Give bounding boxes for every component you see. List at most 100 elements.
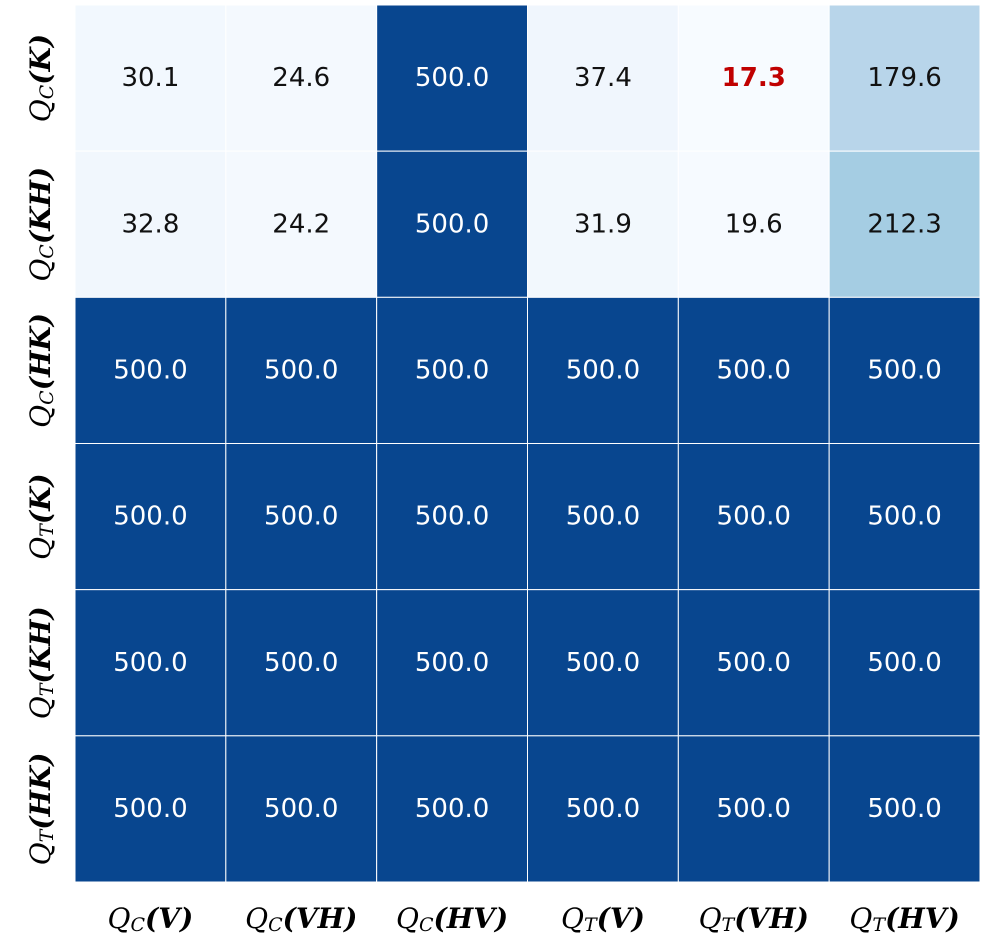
cell-label: 500.0 <box>113 355 187 385</box>
tick-label: QT(V) <box>561 902 645 937</box>
cell-label: 500.0 <box>113 502 187 532</box>
cell-label: 500.0 <box>717 648 791 678</box>
cell <box>677 589 830 737</box>
tick-label: QT(HK) <box>24 752 59 865</box>
label-sub: T <box>36 682 58 696</box>
cell-label: 500.0 <box>415 648 489 678</box>
cell-label: 500.0 <box>717 502 791 532</box>
cell-label: 212.3 <box>867 209 941 239</box>
cell <box>828 4 981 152</box>
cell <box>677 4 830 152</box>
cell-label: 500.0 <box>566 502 640 532</box>
cell-label: 500.0 <box>415 209 489 239</box>
label-arg: (VH) <box>734 902 809 935</box>
cell-label: 32.8 <box>121 209 179 239</box>
label-sub: T <box>584 914 598 936</box>
tick-label: QT(KH) <box>24 606 59 719</box>
tick-label: QC(HV) <box>396 902 508 937</box>
label-base: Q <box>24 696 57 719</box>
cell <box>74 443 227 591</box>
cell-label: 37.4 <box>574 63 632 93</box>
cell-label: 500.0 <box>415 502 489 532</box>
label-base: Q <box>849 902 872 935</box>
cell-label: 19.6 <box>725 209 783 239</box>
tick-label: QC(V) <box>108 902 194 937</box>
label-base: Q <box>699 902 722 935</box>
cell <box>828 735 981 883</box>
cell <box>527 4 679 152</box>
label-arg: (V) <box>597 902 645 935</box>
cell <box>527 443 679 591</box>
cell <box>225 4 378 152</box>
cell <box>74 735 227 883</box>
label-arg: (K) <box>24 34 57 85</box>
cell-label: 500.0 <box>113 794 187 824</box>
cell <box>225 443 378 591</box>
label-arg: (HK) <box>24 313 57 390</box>
cell <box>376 296 528 445</box>
cell <box>527 150 679 298</box>
cell <box>376 443 528 591</box>
cell-label: 500.0 <box>264 355 338 385</box>
cell <box>527 296 679 445</box>
tick-label: QT(VH) <box>699 902 809 937</box>
cell-label: 500.0 <box>264 502 338 532</box>
cell <box>74 150 227 298</box>
label-arg: (HV) <box>885 902 960 935</box>
cell <box>74 296 227 445</box>
label-arg: (HV) <box>433 902 508 935</box>
cell-label: 500.0 <box>867 794 941 824</box>
cell <box>677 735 830 883</box>
label-sub: C <box>268 914 283 936</box>
cell-label: 24.2 <box>272 209 330 239</box>
cell <box>527 589 679 737</box>
label-sub: C <box>36 244 58 259</box>
label-sub: T <box>872 914 886 936</box>
label-arg: (VH) <box>283 902 358 935</box>
label-sub: C <box>131 914 146 936</box>
cell <box>677 443 830 591</box>
cell-label: 30.1 <box>121 63 179 93</box>
cell-label: 500.0 <box>264 794 338 824</box>
cell <box>376 4 528 152</box>
cell-label: 500.0 <box>566 794 640 824</box>
cell <box>527 735 679 883</box>
label-base: Q <box>24 99 57 122</box>
cell <box>225 296 378 445</box>
cell <box>828 150 981 298</box>
cell-label: 500.0 <box>566 355 640 385</box>
cell <box>828 589 981 737</box>
label-arg: (V) <box>145 902 193 935</box>
cell <box>828 296 981 445</box>
label-sub: T <box>36 523 58 537</box>
label-base: Q <box>24 259 57 282</box>
label-sub: C <box>36 84 58 99</box>
tick-label: QT(K) <box>24 473 59 560</box>
cell-label: 24.6 <box>272 63 330 93</box>
label-base: Q <box>561 902 584 935</box>
label-base: Q <box>24 842 57 865</box>
label-arg: (K) <box>24 473 57 524</box>
cell-label: 500.0 <box>717 794 791 824</box>
tick-label: QT(HV) <box>849 902 959 937</box>
cell-label: 500.0 <box>415 794 489 824</box>
cell <box>376 589 528 737</box>
tick-label: QC(KH) <box>24 167 59 282</box>
cell-label: 500.0 <box>415 355 489 385</box>
label-sub: T <box>722 914 736 936</box>
label-sub: C <box>36 390 58 405</box>
cell-label: 31.9 <box>574 209 632 239</box>
cell <box>828 443 981 591</box>
cell-label: 500.0 <box>415 63 489 93</box>
tick-label: QC(K) <box>24 34 59 122</box>
tick-label: QC(VH) <box>245 902 357 937</box>
label-base: Q <box>245 902 268 935</box>
cell-label: 500.0 <box>113 648 187 678</box>
cell-label: 500.0 <box>566 648 640 678</box>
cell-label: 17.3 <box>722 63 786 93</box>
cell-label: 500.0 <box>867 648 941 678</box>
cell-label: 500.0 <box>264 648 338 678</box>
cell <box>74 4 227 152</box>
label-sub: C <box>419 914 434 936</box>
